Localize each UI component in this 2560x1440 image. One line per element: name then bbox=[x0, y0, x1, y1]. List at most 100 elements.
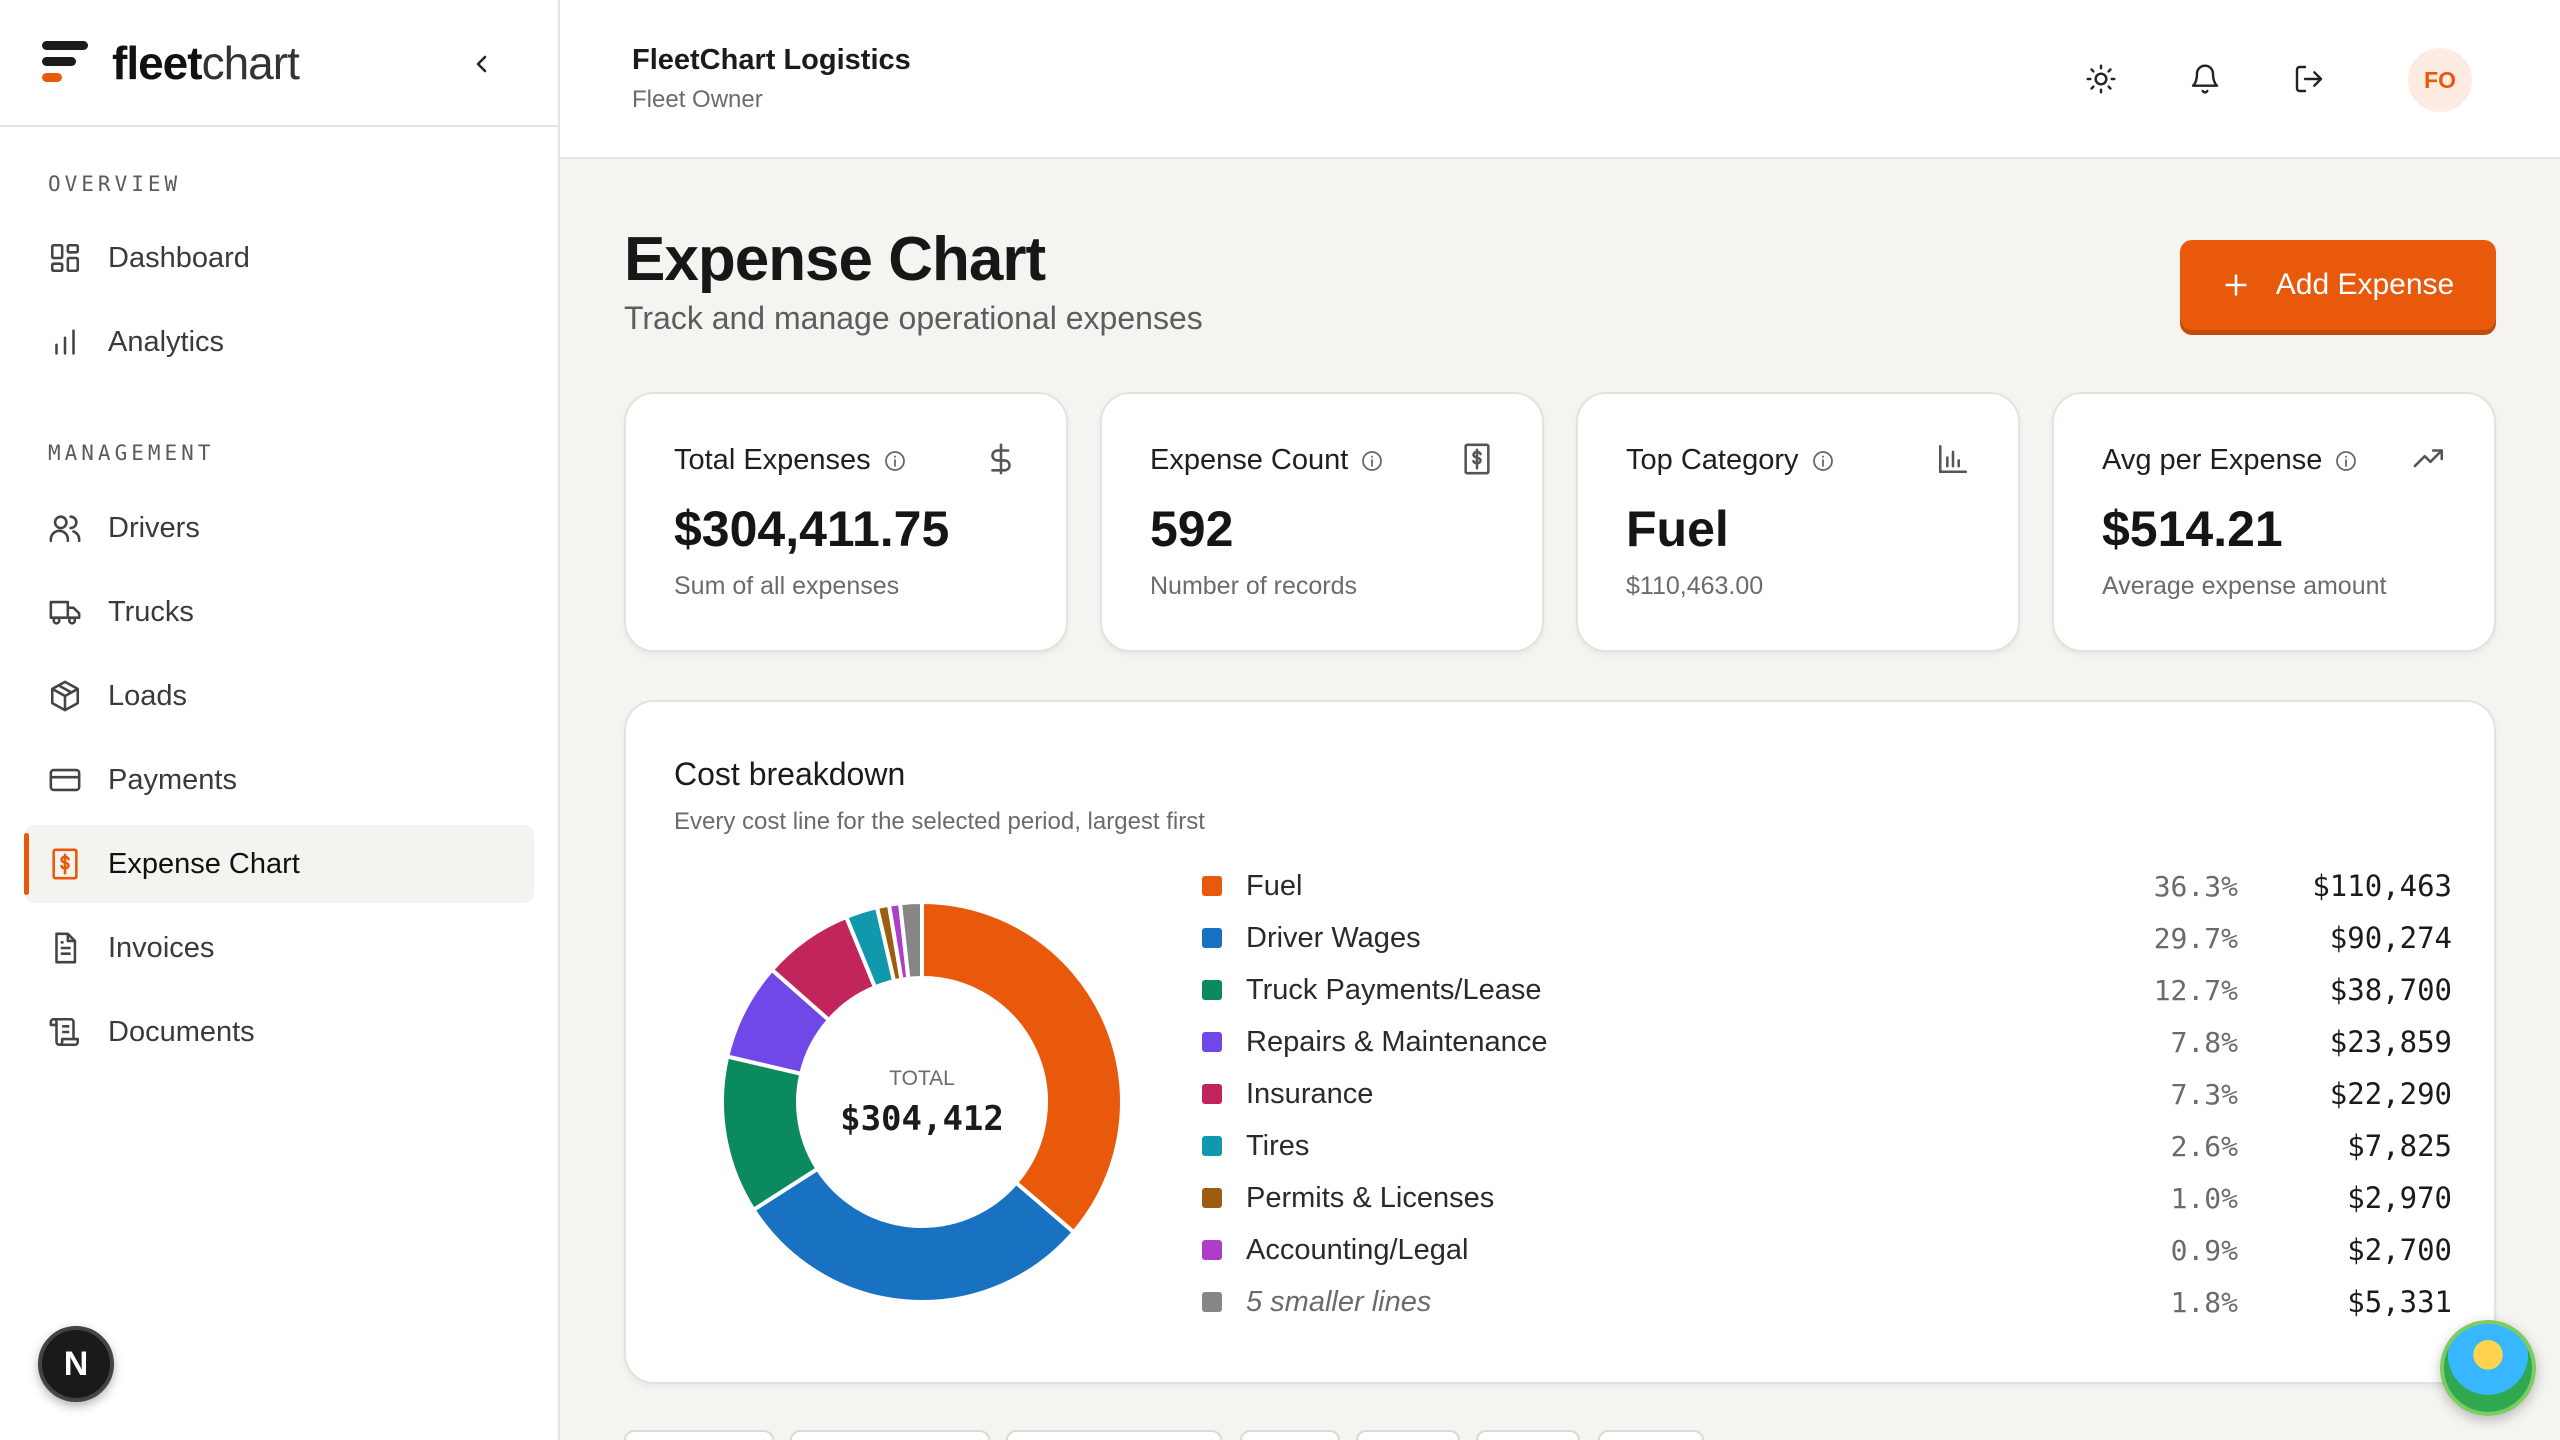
tab-peek[interactable] bbox=[624, 1430, 774, 1440]
info-icon[interactable] bbox=[1360, 449, 1384, 473]
stat-description: Average expense amount bbox=[2102, 572, 2387, 600]
tab-peek[interactable] bbox=[790, 1430, 990, 1440]
page-title: Expense Chart bbox=[624, 225, 1046, 294]
sidebar-item-label: Analytics bbox=[108, 325, 225, 358]
dollar-icon bbox=[984, 442, 1018, 476]
legend-label: Fuel bbox=[1246, 869, 1303, 902]
donut-total-value: $304,412 bbox=[840, 1099, 1004, 1139]
add-expense-button[interactable]: Add Expense bbox=[2180, 240, 2496, 330]
users-icon bbox=[48, 511, 82, 545]
legend-row[interactable]: Truck Payments/Lease 12.7% $38,700 bbox=[1202, 970, 2452, 1010]
sidebar-item-dashboard[interactable]: Dashboard bbox=[24, 219, 534, 297]
legend-swatch bbox=[1202, 928, 1222, 948]
stat-label: Expense Count bbox=[1150, 444, 1384, 477]
legend-label: Permits & Licenses bbox=[1246, 1181, 1495, 1214]
collapse-sidebar-button[interactable] bbox=[462, 44, 502, 84]
sidebar-item-analytics[interactable]: Analytics bbox=[24, 303, 534, 381]
sidebar-item-label: Invoices bbox=[108, 931, 215, 964]
legend-row[interactable]: Driver Wages 29.7% $90,274 bbox=[1202, 918, 2452, 958]
sidebar-item-label: Drivers bbox=[108, 511, 200, 544]
bar-chart-icon bbox=[1936, 442, 1970, 476]
tab-peek[interactable] bbox=[1598, 1430, 1704, 1440]
info-icon[interactable] bbox=[883, 449, 907, 473]
theme-toggle-button[interactable] bbox=[2082, 60, 2120, 98]
assistant-launcher-button[interactable] bbox=[2440, 1320, 2536, 1416]
sidebar: fleetchart OVERVIEW Dashboard Analytics … bbox=[0, 0, 560, 1440]
legend-row[interactable]: Fuel 36.3% $110,463 bbox=[1202, 866, 2452, 906]
legend-amount: $7,825 bbox=[2347, 1129, 2452, 1163]
dashboard-icon bbox=[48, 241, 82, 275]
sidebar-item-documents[interactable]: Documents bbox=[24, 993, 534, 1071]
legend-swatch bbox=[1202, 1084, 1222, 1104]
tab-peek[interactable] bbox=[1476, 1430, 1580, 1440]
legend-amount: $38,700 bbox=[2329, 973, 2452, 1007]
legend-percent: 0.9% bbox=[2170, 1233, 2238, 1267]
legend-label: Accounting/Legal bbox=[1246, 1233, 1469, 1266]
org-name: FleetChart Logistics bbox=[632, 44, 911, 76]
plus-icon bbox=[2225, 274, 2247, 296]
cost-donut-chart: TOTAL $304,412 bbox=[720, 899, 1124, 1304]
info-icon[interactable] bbox=[1811, 449, 1835, 473]
stat-label: Avg per Expense bbox=[2102, 444, 2358, 477]
sidebar-item-expense-chart[interactable]: Expense Chart bbox=[24, 825, 534, 903]
notifications-button[interactable] bbox=[2186, 60, 2224, 98]
tab-peek[interactable] bbox=[1240, 1430, 1340, 1440]
legend-amount: $23,859 bbox=[2329, 1025, 2452, 1059]
legend-percent: 1.8% bbox=[2170, 1285, 2238, 1319]
legend-swatch bbox=[1202, 1032, 1222, 1052]
legend-row[interactable]: 5 smaller lines 1.8% $5,331 bbox=[1202, 1282, 2452, 1322]
legend-row[interactable]: Accounting/Legal 0.9% $2,700 bbox=[1202, 1230, 2452, 1270]
cost-breakdown-card: Cost breakdown Every cost line for the s… bbox=[624, 700, 2496, 1384]
legend-amount: $2,700 bbox=[2347, 1233, 2452, 1267]
donut-total-label: TOTAL bbox=[889, 1067, 955, 1090]
sidebar-item-payments[interactable]: Payments bbox=[24, 741, 534, 819]
legend-row[interactable]: Permits & Licenses 1.0% $2,970 bbox=[1202, 1178, 2452, 1218]
legend-label: Driver Wages bbox=[1246, 921, 1421, 954]
tab-peek[interactable] bbox=[1356, 1430, 1460, 1440]
bell-icon bbox=[2191, 64, 2219, 94]
stat-value: 592 bbox=[1150, 501, 1234, 557]
stat-value: Fuel bbox=[1626, 501, 1729, 557]
sidebar-item-trucks[interactable]: Trucks bbox=[24, 573, 534, 651]
legend-swatch bbox=[1202, 1136, 1222, 1156]
sidebar-item-drivers[interactable]: Drivers bbox=[24, 489, 534, 567]
stat-card-expense-count: Expense Count 592 Number of records bbox=[1100, 392, 1544, 652]
legend-swatch bbox=[1202, 1240, 1222, 1260]
breakdown-subtitle: Every cost line for the selected period,… bbox=[674, 808, 1205, 835]
legend-row[interactable]: Repairs & Maintenance 7.8% $23,859 bbox=[1202, 1022, 2452, 1062]
page-subtitle: Track and manage operational expenses bbox=[624, 300, 1203, 336]
file-text-icon bbox=[48, 931, 82, 965]
info-icon[interactable] bbox=[2334, 449, 2358, 473]
legend-amount: $90,274 bbox=[2329, 921, 2452, 955]
org-role: Fleet Owner bbox=[632, 86, 763, 113]
stat-value: $304,411.75 bbox=[674, 501, 950, 557]
stat-card-top-category: Top Category Fuel $110,463.00 bbox=[1576, 392, 2020, 652]
sun-icon bbox=[2086, 64, 2116, 94]
stat-label: Total Expenses bbox=[674, 444, 907, 477]
brand: fleetchart bbox=[0, 0, 558, 127]
stat-description: Sum of all expenses bbox=[674, 572, 900, 600]
legend-swatch bbox=[1202, 1188, 1222, 1208]
legend-row[interactable]: Tires 2.6% $7,825 bbox=[1202, 1126, 2452, 1166]
legend-label: 5 smaller lines bbox=[1246, 1285, 1432, 1318]
tab-peek[interactable] bbox=[1006, 1430, 1222, 1440]
dev-tools-badge[interactable]: N bbox=[38, 1326, 114, 1402]
legend-row[interactable]: Insurance 7.3% $22,290 bbox=[1202, 1074, 2452, 1114]
legend-percent: 7.8% bbox=[2170, 1025, 2238, 1059]
truck-icon bbox=[48, 595, 82, 629]
sidebar-item-loads[interactable]: Loads bbox=[24, 657, 534, 735]
legend-swatch bbox=[1202, 876, 1222, 896]
legend-label: Tires bbox=[1246, 1129, 1310, 1162]
sidebar-item-label: Dashboard bbox=[108, 241, 250, 274]
donut-slice-fuel[interactable] bbox=[920, 899, 1124, 1236]
donut-slice-driver-wages[interactable] bbox=[750, 1166, 1077, 1304]
avatar[interactable]: FO bbox=[2408, 48, 2472, 112]
logout-button[interactable] bbox=[2290, 60, 2328, 98]
top-header: FleetChart Logistics Fleet Owner FO bbox=[560, 0, 2560, 159]
breakdown-title: Cost breakdown bbox=[674, 756, 906, 792]
bar-chart-icon bbox=[48, 325, 82, 359]
trending-up-icon bbox=[2412, 442, 2446, 476]
sidebar-item-invoices[interactable]: Invoices bbox=[24, 909, 534, 987]
legend-amount: $110,463 bbox=[2312, 869, 2452, 903]
donut-slice-5-smaller-lines[interactable] bbox=[897, 899, 924, 981]
